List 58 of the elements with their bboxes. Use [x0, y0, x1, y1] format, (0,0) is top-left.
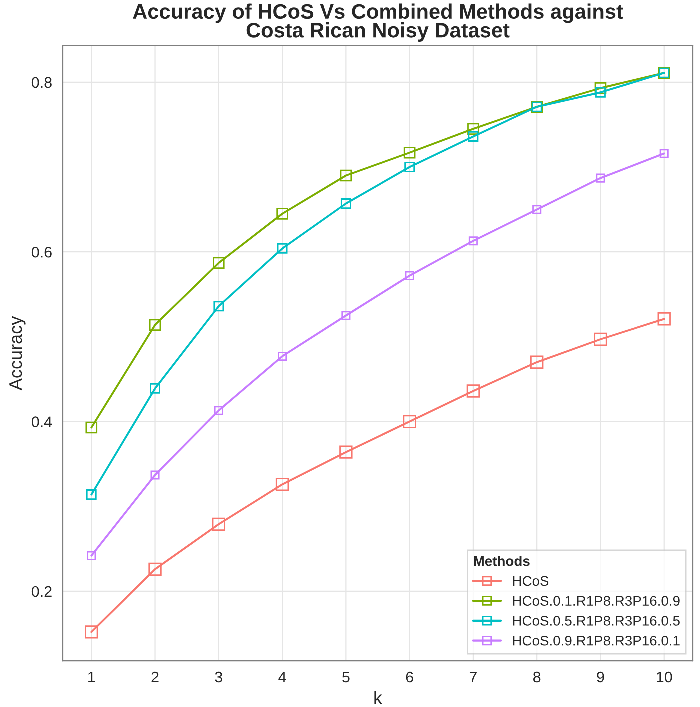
point [212, 518, 226, 532]
point [86, 422, 98, 434]
x-tick-label: 4 [278, 672, 286, 683]
y-axis-title: Accuracy [10, 316, 26, 391]
y-tick-label: 0.8 [32, 77, 52, 88]
point [466, 384, 480, 398]
point [468, 132, 479, 142]
point [532, 205, 542, 214]
point [277, 244, 288, 254]
point [405, 271, 414, 280]
x-tick-label: 9 [597, 672, 604, 683]
x-tick-label: 5 [342, 672, 350, 683]
point [594, 332, 608, 346]
point [85, 626, 98, 639]
point [149, 319, 162, 331]
x-axis-title: k [374, 691, 383, 704]
legend-label: HCoS.0.5.R1P8.R3P16.0.5 [513, 616, 680, 626]
y-tick-label: 0.4 [32, 416, 52, 428]
point [150, 384, 160, 394]
point [530, 356, 544, 370]
point [214, 301, 224, 312]
point [403, 415, 416, 428]
point [594, 82, 607, 94]
point [276, 478, 290, 492]
legend-label: HCoS [513, 576, 549, 586]
x-tick-label: 2 [152, 672, 159, 683]
y-tick-label: 0.6 [32, 246, 52, 258]
point [148, 562, 162, 576]
point [86, 490, 97, 500]
point [404, 162, 416, 172]
legend-label: HCoS.0.9.R1P8.R3P16.0.1 [513, 636, 680, 646]
chart-title: Accuracy of HCoS Vs Combined Methods against Costa Rican Noisy Dataset [133, 4, 624, 42]
point [404, 146, 416, 159]
legend-title: Methods [474, 556, 530, 566]
x-tick-label: 1 [88, 672, 96, 683]
point [342, 311, 351, 320]
point [278, 352, 288, 361]
point [276, 208, 288, 220]
point [340, 446, 353, 459]
point [468, 123, 480, 135]
point [660, 149, 669, 158]
point [468, 236, 478, 246]
x-tick-label: 7 [470, 672, 477, 683]
point [213, 257, 225, 270]
point [340, 198, 352, 209]
x-tick-label: 3 [215, 672, 222, 683]
legend-label: HCoS.0.1.R1P8.R3P16.0.9 [513, 596, 680, 606]
x-tick-label: 10 [657, 672, 672, 683]
x-tick-label: 6 [406, 672, 414, 683]
point [596, 87, 606, 98]
point [87, 551, 96, 560]
point [150, 470, 160, 480]
point [596, 174, 606, 183]
point [340, 170, 352, 182]
y-tick-label: 0.2 [32, 586, 52, 598]
point [658, 312, 671, 326]
point [214, 406, 224, 416]
x-tick-label: 8 [534, 672, 541, 683]
